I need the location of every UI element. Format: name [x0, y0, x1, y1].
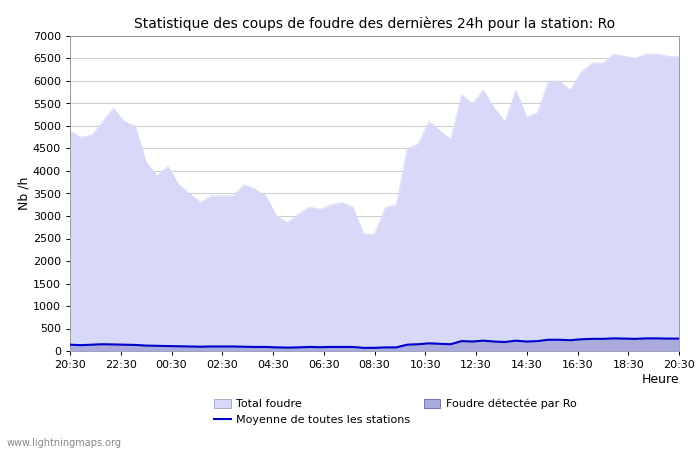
Y-axis label: Nb /h: Nb /h	[17, 177, 30, 210]
Text: www.lightningmaps.org: www.lightningmaps.org	[7, 438, 122, 448]
Text: Heure: Heure	[641, 373, 679, 386]
Legend: Total foudre, Moyenne de toutes les stations, Foudre détectée par Ro: Total foudre, Moyenne de toutes les stat…	[209, 394, 581, 430]
Title: Statistique des coups de foudre des dernières 24h pour la station: Ro: Statistique des coups de foudre des dern…	[134, 16, 615, 31]
